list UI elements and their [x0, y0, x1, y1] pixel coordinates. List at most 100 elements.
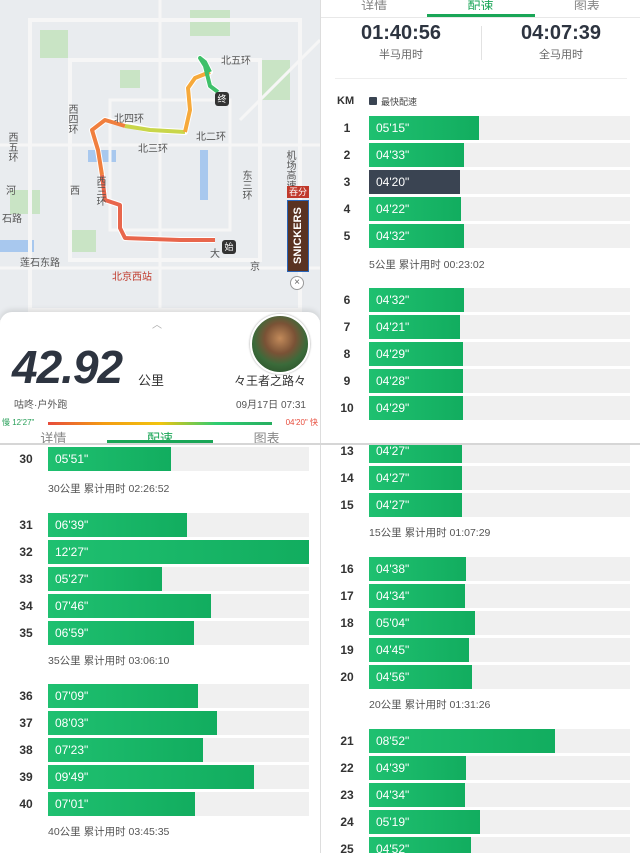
pace-gradient-bar [48, 422, 272, 425]
pace-row[interactable]: 39 09'49" [0, 764, 320, 790]
pace-row[interactable]: 17 04'34" [321, 583, 640, 609]
pace-row[interactable]: 8 04'29" [321, 341, 640, 367]
km-number: 6 [343, 293, 351, 307]
ad-banner[interactable]: SNICKERS [287, 200, 309, 272]
pace-track: 04'29" [369, 396, 630, 420]
username: 々王者之路々 [233, 374, 306, 388]
pace-row[interactable]: 5 04'32" [321, 223, 640, 249]
ad-brand: SNICKERS [292, 207, 304, 265]
avatar[interactable] [250, 314, 310, 374]
pace-bar: 08'03" [48, 711, 217, 735]
tab-details[interactable]: 详情 [40, 431, 67, 444]
pace-row[interactable]: 24 05'19" [321, 809, 640, 835]
pace-row[interactable]: 6 04'32" [321, 287, 640, 313]
pace-track: 05'27" [48, 567, 309, 591]
pace-row[interactable]: 36 07'09" [0, 683, 320, 709]
pace-row[interactable]: 32 12'27" [0, 539, 320, 565]
pace-row[interactable]: 37 08'03" [0, 710, 320, 736]
pace-track: 04'20" [369, 170, 630, 194]
start-marker[interactable]: 始 [222, 240, 236, 254]
km-number: 18 [340, 616, 354, 630]
pace-row[interactable]: 1 05'15" [321, 115, 640, 141]
tab-details[interactable]: 详情 [361, 0, 388, 10]
pace-track: 12'27" [48, 540, 309, 564]
pace-bar: 04'21" [369, 315, 460, 339]
pace-row[interactable]: 10 04'29" [321, 395, 640, 421]
end-marker[interactable]: 终 [215, 92, 229, 106]
pace-row[interactable]: 20 04'56" [321, 664, 640, 690]
km-number: 34 [19, 599, 33, 613]
pace-bar: 07'01" [48, 792, 195, 816]
pace-bar: 04'45" [369, 638, 469, 662]
ad-badge: 吞分 [287, 186, 309, 198]
map-label: 东三环 [240, 170, 251, 200]
km-number: 13 [340, 444, 354, 458]
pace-row[interactable]: 13 04'27" [321, 444, 640, 464]
pace-track: 04'34" [369, 783, 630, 807]
km-number: 8 [343, 347, 351, 361]
map-background [0, 0, 320, 320]
pace-track: 07'09" [48, 684, 309, 708]
pace-row[interactable]: 2 04'33" [321, 142, 640, 168]
map-label: 河 [6, 186, 16, 197]
pace-row[interactable]: 25 04'52" [321, 836, 640, 853]
full-marathon-time: 04:07:39 [520, 22, 602, 44]
km-number: 36 [19, 689, 33, 703]
pace-bar: 05'15" [369, 116, 479, 140]
pace-track: 05'15" [369, 116, 630, 140]
half-marathon-time: 01:40:56 [360, 22, 442, 44]
pace-row[interactable]: 14 04'27" [321, 465, 640, 491]
pace-row[interactable]: 35 06'59" [0, 620, 320, 646]
pace-bar: 04'33" [369, 143, 464, 167]
km-number: 35 [19, 626, 33, 640]
fastest-legend-label: 最快配速 [381, 97, 418, 107]
pace-row[interactable]: 22 04'39" [321, 755, 640, 781]
pace-track: 04'28" [369, 369, 630, 393]
pace-track: 04'29" [369, 342, 630, 366]
pace-row[interactable]: 19 04'45" [321, 637, 640, 663]
distance-value: 42.92 [12, 341, 123, 393]
km-number: 10 [340, 401, 354, 415]
active-tab-underline [427, 14, 535, 17]
split-cumulative-time: 35公里 累计用时 03:06:10 [48, 655, 170, 667]
pace-bar: 04'27" [369, 444, 462, 463]
map-label: 北京西站 [112, 272, 152, 283]
pace-row[interactable]: 23 04'34" [321, 782, 640, 808]
pace-slow-label: 慢 12'27" [2, 418, 35, 427]
pace-row[interactable]: 40 07'01" [0, 791, 320, 817]
km-number: 39 [19, 770, 33, 784]
map-label: 西三环 [94, 176, 105, 206]
pace-track: 07'01" [48, 792, 309, 816]
chevron-up-icon[interactable]: ︿ [152, 320, 162, 331]
tab-pace[interactable]: 配速 [467, 0, 494, 10]
pace-row[interactable]: 38 07'23" [0, 737, 320, 763]
close-ad-icon[interactable]: × [290, 276, 304, 290]
pace-row[interactable]: 33 05'27" [0, 566, 320, 592]
pace-row[interactable]: 16 04'38" [321, 556, 640, 582]
pace-row[interactable]: 15 04'27" [321, 492, 640, 518]
pace-bar: 04'22" [369, 197, 461, 221]
half-marathon-label: 半马用时 [379, 49, 423, 61]
map-label: 西 [70, 186, 80, 197]
tab-chart[interactable]: 图表 [573, 0, 600, 10]
pace-row[interactable]: 30 05'51" [0, 446, 320, 472]
pace-track: 04'34" [369, 584, 630, 608]
pace-track: 04'45" [369, 638, 630, 662]
tab-chart[interactable]: 图表 [253, 431, 280, 444]
pace-row[interactable]: 4 04'22" [321, 196, 640, 222]
km-number: 31 [19, 518, 33, 532]
route-map[interactable]: 北五环 北四环 北三环 西五环 西四环 北二环 西三环 东三环 河 西 石路 莲… [0, 0, 320, 320]
pace-row[interactable]: 7 04'21" [321, 314, 640, 340]
pace-bar: 04'56" [369, 665, 472, 689]
pace-track: 06'39" [48, 513, 309, 537]
pace-row[interactable]: 18 05'04" [321, 610, 640, 636]
map-label: 京 [250, 262, 260, 273]
pace-track: 08'03" [48, 711, 309, 735]
pace-row[interactable]: 34 07'46" [0, 593, 320, 619]
pace-row[interactable]: 21 08'52" [321, 728, 640, 754]
pace-row[interactable]: 31 06'39" [0, 512, 320, 538]
pace-row[interactable]: 3 04'20" [321, 169, 640, 195]
pace-row[interactable]: 9 04'28" [321, 368, 640, 394]
stats-divider [481, 26, 482, 60]
split-cumulative-time: 5公里 累计用时 00:23:02 [369, 259, 485, 271]
